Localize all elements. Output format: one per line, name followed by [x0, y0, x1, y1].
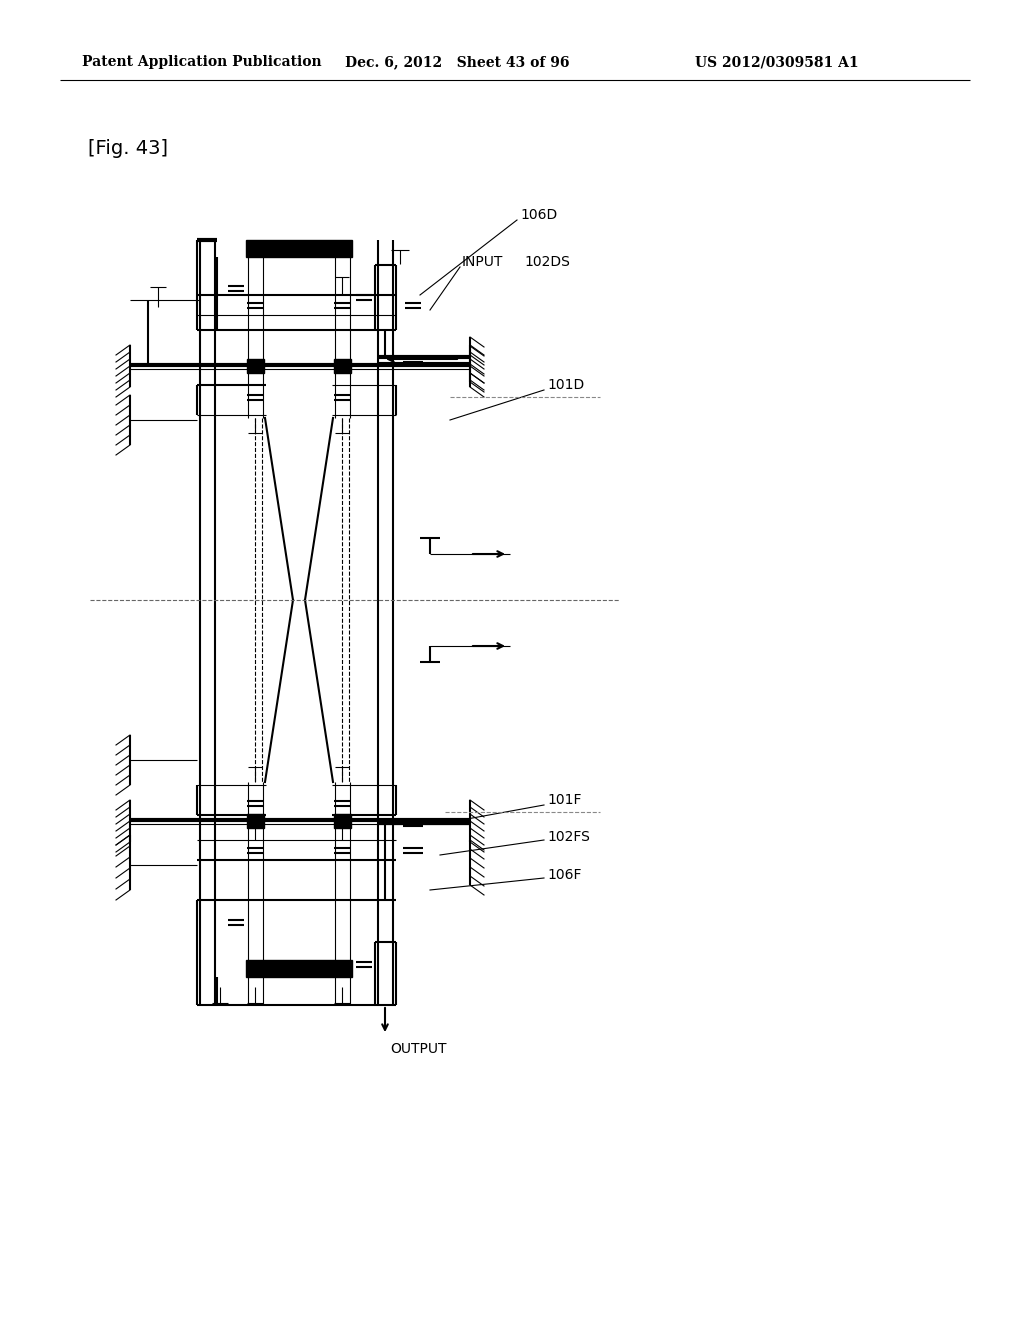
Text: Patent Application Publication: Patent Application Publication [82, 55, 322, 69]
Bar [247, 359, 264, 374]
Text: US 2012/0309581 A1: US 2012/0309581 A1 [695, 55, 859, 69]
Text: [Fig. 43]: [Fig. 43] [88, 139, 168, 157]
Text: 101D: 101D [547, 378, 585, 392]
Bar [334, 359, 351, 374]
Text: 101F: 101F [547, 793, 582, 807]
Text: OUTPUT: OUTPUT [390, 1041, 446, 1056]
Bar [247, 814, 264, 828]
Bar [246, 960, 352, 977]
Bar [334, 814, 351, 828]
Text: 106F: 106F [547, 869, 582, 882]
Text: 102FS: 102FS [547, 830, 590, 843]
Text: 106D: 106D [520, 209, 557, 222]
Bar [246, 240, 352, 257]
Text: Dec. 6, 2012   Sheet 43 of 96: Dec. 6, 2012 Sheet 43 of 96 [345, 55, 569, 69]
Text: INPUT: INPUT [462, 255, 504, 269]
Text: 102DS: 102DS [524, 255, 570, 269]
